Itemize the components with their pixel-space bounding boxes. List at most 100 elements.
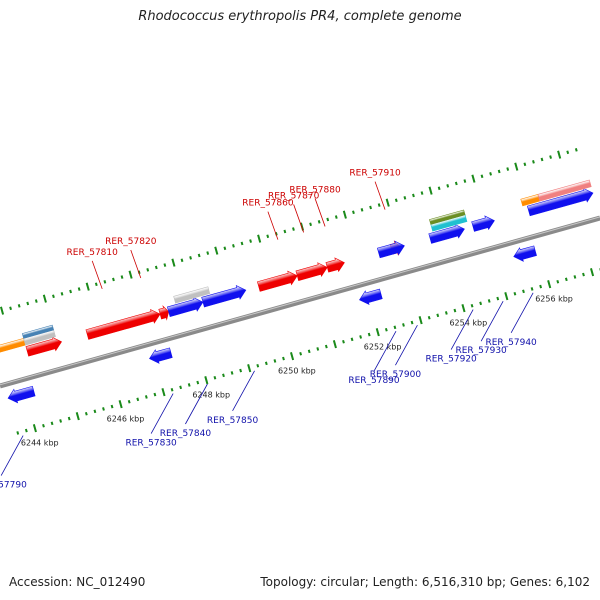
top-scale-tick (489, 172, 492, 176)
top-scale-tick (317, 220, 321, 224)
gene-feature (173, 286, 211, 304)
top-scale-tick (574, 148, 578, 152)
page-title: Rhodococcus erythropolis PR4, complete g… (138, 9, 462, 24)
bottom-scale-tick (42, 423, 45, 428)
bottom-scale-tick (410, 320, 414, 325)
bottom-scale-tick (16, 431, 20, 435)
genome-stats-text: Topology: circular; Length: 6,516,310 bp… (260, 575, 590, 589)
gene-label-leader (395, 325, 418, 366)
tick-label: 6252 kbp (364, 342, 402, 351)
tick-label: 6256 kbp (535, 294, 573, 303)
gene-feature-shape (325, 257, 345, 273)
gene-feature (428, 223, 465, 244)
bottom-scale-tick (547, 280, 552, 289)
bottom-scale-tick (273, 359, 277, 363)
gene-feature (359, 288, 383, 306)
top-scale-tick (60, 292, 64, 296)
top-scale-tick (334, 215, 338, 219)
gene-feature (166, 297, 204, 317)
gene-label-leader (267, 211, 279, 240)
top-scale-tick (352, 210, 355, 215)
gene-label: RER_57940 (485, 338, 537, 348)
top-scale-tick (240, 241, 244, 246)
top-scale-tick (180, 258, 184, 263)
gene-label-leader (232, 370, 255, 411)
tick-label: 6244 kbp (21, 438, 59, 447)
bottom-scale-tick (324, 344, 328, 349)
top-scale-tick (420, 191, 424, 195)
bottom-scale-tick (316, 347, 320, 351)
bottom-scale-tick (110, 404, 114, 409)
top-scale-tick (557, 150, 562, 159)
top-scale-tick (128, 270, 133, 279)
top-scale-tick (112, 277, 115, 282)
gene-feature (85, 309, 161, 340)
top-scale-tick (497, 169, 501, 174)
bottom-scale-tick (470, 303, 474, 308)
bottom-scale-tick (342, 339, 345, 344)
top-scale-tick (471, 174, 476, 183)
top-scale-tick (463, 179, 467, 183)
gene-feature-shape (513, 245, 537, 262)
top-scale-tick (94, 282, 98, 287)
gene-label: RER_57890 (348, 376, 400, 386)
tick-label: 6250 kbp (278, 366, 316, 375)
gene-label: RER_57790 (0, 481, 27, 491)
top-scale-tick (266, 234, 270, 239)
gene-label: RER_57910 (349, 169, 401, 179)
top-scale-tick (42, 294, 47, 303)
bottom-scale-tick (59, 419, 63, 423)
bottom-scale-tick (170, 387, 174, 392)
bottom-scale-tick (256, 363, 260, 368)
gene-feature (537, 179, 592, 202)
top-scale-tick (232, 244, 235, 248)
bottom-scale-tick (444, 311, 448, 315)
top-scale-tick (163, 263, 167, 267)
gene-feature (295, 262, 328, 281)
top-scale-tick (566, 150, 570, 155)
top-scale-tick (369, 205, 372, 210)
gene-feature (158, 305, 170, 321)
top-scale-tick (454, 181, 458, 186)
gene-label: RER_57860 (242, 199, 294, 209)
gene-feature-shape (471, 215, 495, 232)
bottom-scale-tick (118, 400, 123, 409)
bottom-scale-tick (573, 275, 577, 279)
top-scale-tick (17, 304, 21, 308)
top-scale-tick (385, 198, 390, 207)
gene-feature-shape (21, 324, 55, 339)
bottom-scale-tick (367, 332, 371, 337)
bottom-scale-tick (290, 352, 295, 361)
bottom-scale-tick (582, 272, 585, 277)
top-scale-tick (171, 258, 176, 267)
bottom-scale-tick (179, 385, 183, 390)
top-scale-tick (189, 256, 192, 260)
top-scale-tick (480, 174, 484, 179)
bottom-scale-tick (67, 416, 71, 421)
bottom-scale-tick (332, 340, 337, 349)
bottom-scale-tick (564, 277, 568, 282)
top-scale-tick (85, 282, 90, 291)
top-scale-tick (514, 162, 519, 171)
top-scale-tick (506, 167, 510, 171)
gene-label-leader (91, 260, 103, 289)
gene-label: RER_57930 (455, 346, 507, 356)
top-scale-tick (437, 186, 441, 191)
bottom-scale-tick (590, 268, 595, 277)
bottom-scale-tick (102, 407, 105, 411)
top-scale-tick (223, 246, 227, 251)
top-scale-tick (428, 186, 433, 195)
gene-feature-shape (0, 337, 26, 354)
top-scale-tick (69, 289, 72, 294)
top-scale-tick (9, 306, 12, 311)
gene-feature (526, 187, 594, 217)
gene-feature-shape (429, 209, 466, 225)
gene-label: RER_57870 (268, 191, 320, 201)
top-scale-tick (34, 299, 38, 303)
gene-feature (429, 209, 466, 225)
gene-feature-shape (158, 305, 170, 321)
top-scale-tick (309, 222, 312, 227)
top-scale-tick (540, 157, 544, 162)
gene-label-leader (150, 393, 174, 434)
